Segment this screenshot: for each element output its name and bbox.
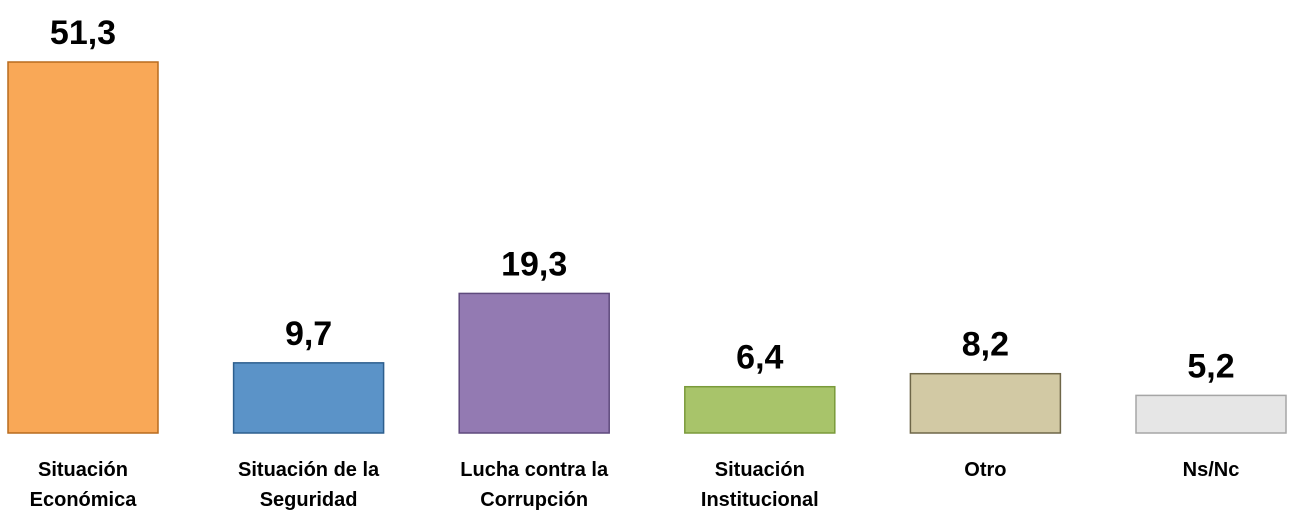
bar [909, 372, 1062, 434]
value-label: 5,2 [1187, 347, 1234, 385]
bar [684, 385, 836, 434]
category-label: Ns/Nc [1182, 459, 1240, 481]
category-label: Situación Institucional [700, 459, 819, 511]
value-label: 9,7 [285, 315, 332, 353]
value-label: 51,3 [50, 14, 116, 52]
category-label: Situación Económica [29, 459, 137, 511]
bar [7, 61, 159, 434]
category-label: Lucha contra la Corrupción [460, 459, 609, 511]
value-label: 19,3 [501, 245, 567, 283]
category-label: Situación de la Seguridad [238, 459, 380, 511]
bar [1135, 394, 1287, 434]
bar [458, 292, 610, 434]
value-label: 6,4 [736, 339, 783, 377]
value-label: 8,2 [962, 326, 1009, 364]
category-label: Otro [964, 459, 1007, 481]
bar [232, 362, 385, 434]
